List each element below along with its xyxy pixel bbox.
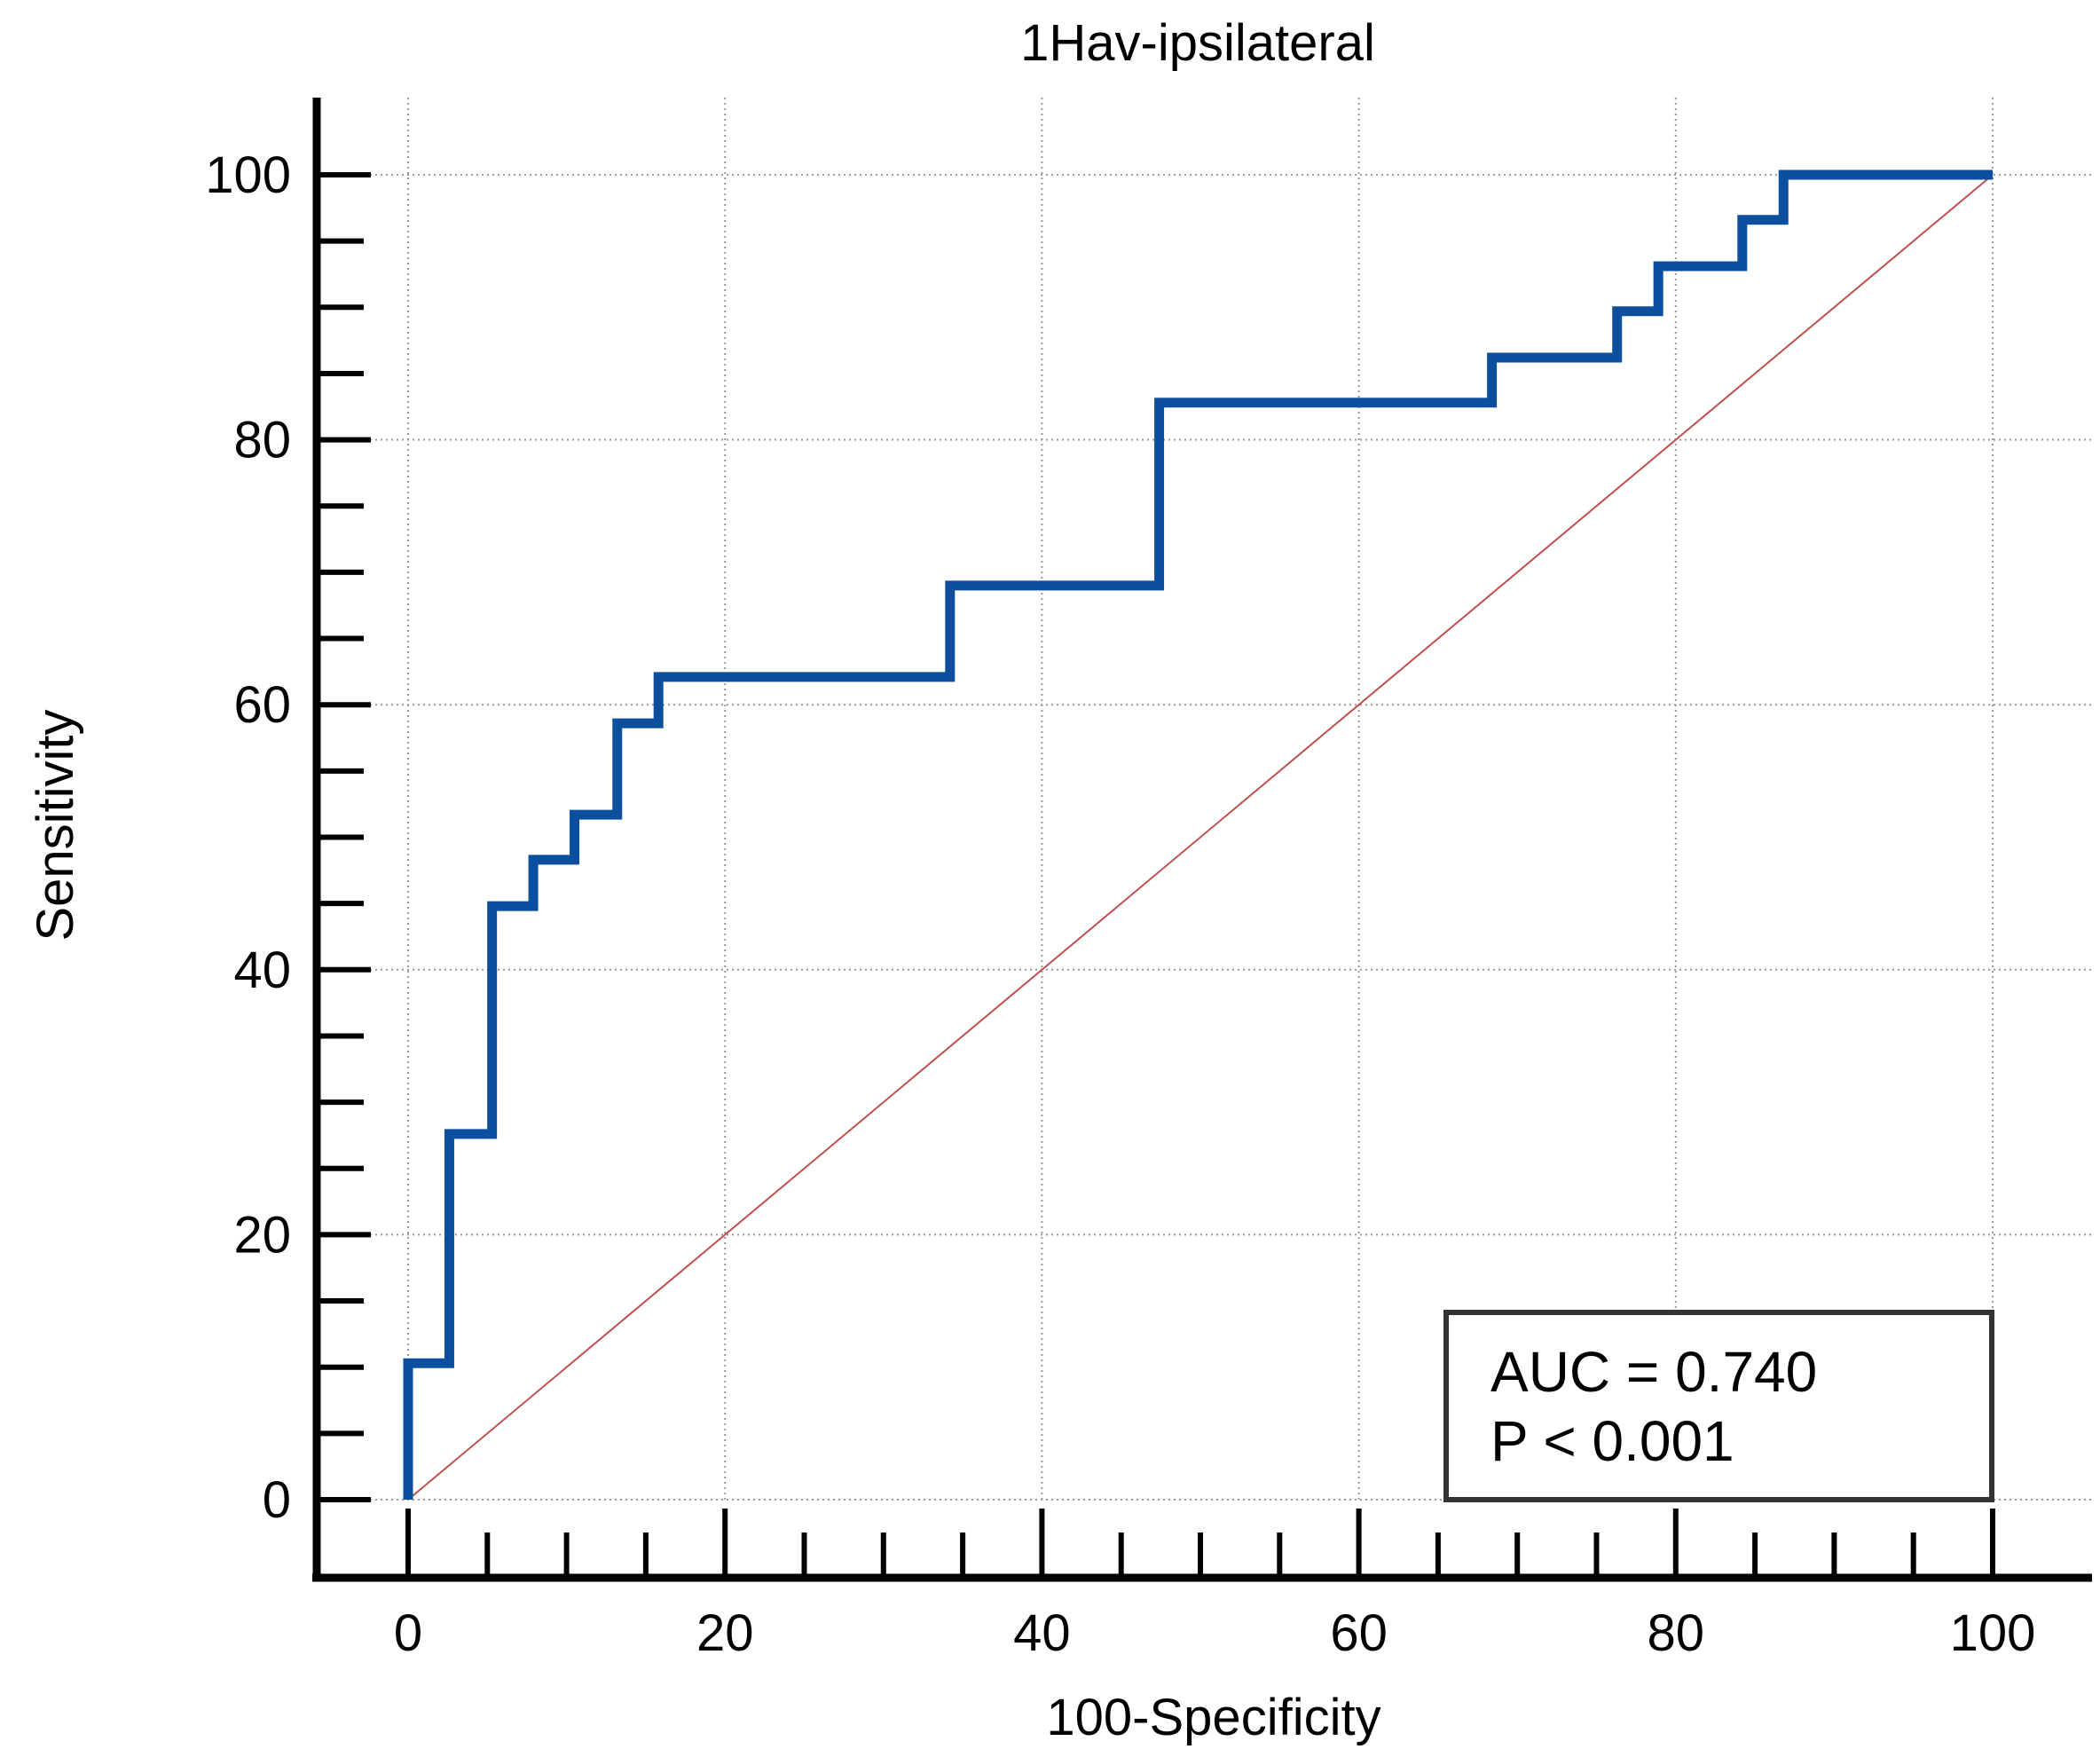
y-axis-label: Sensitivity <box>27 709 84 941</box>
x-tick-label-20: 20 <box>696 1604 754 1662</box>
grid <box>317 98 2092 1501</box>
x-tick-label-40: 40 <box>1013 1604 1071 1662</box>
y-tick-label-60: 60 <box>233 676 291 734</box>
annotation-frame <box>1443 1310 1994 1502</box>
reference-diagonal-line <box>407 174 1994 1501</box>
x-tick-label-80: 80 <box>1648 1604 1705 1662</box>
y-tick-label-20: 20 <box>233 1206 291 1264</box>
x-axis-label: 100-Specificity <box>1046 1689 1380 1746</box>
x-tick-label-60: 60 <box>1330 1604 1388 1662</box>
roc-curve-line <box>403 169 1993 1500</box>
chart-title: 1Hav-ipsilateral <box>1020 14 1375 72</box>
p-value-text: P < 0.001 <box>1490 1409 1734 1473</box>
y-tick-label-40: 40 <box>233 942 291 999</box>
auc-text: AUC = 0.740 <box>1490 1340 1817 1404</box>
y-tick-label-0: 0 <box>263 1471 291 1529</box>
x-tick-label-100: 100 <box>1950 1604 2036 1662</box>
y-tick-label-80: 80 <box>233 412 291 469</box>
x-ticks: 0 20 40 60 80 100 <box>394 1509 2036 1662</box>
y-ticks: 0 20 40 60 80 100 <box>205 146 371 1529</box>
y-tick-label-100: 100 <box>205 146 291 204</box>
auc-annotation-box: AUC = 0.740 P < 0.001 <box>1443 1310 1994 1502</box>
x-tick-label-0: 0 <box>394 1604 422 1662</box>
